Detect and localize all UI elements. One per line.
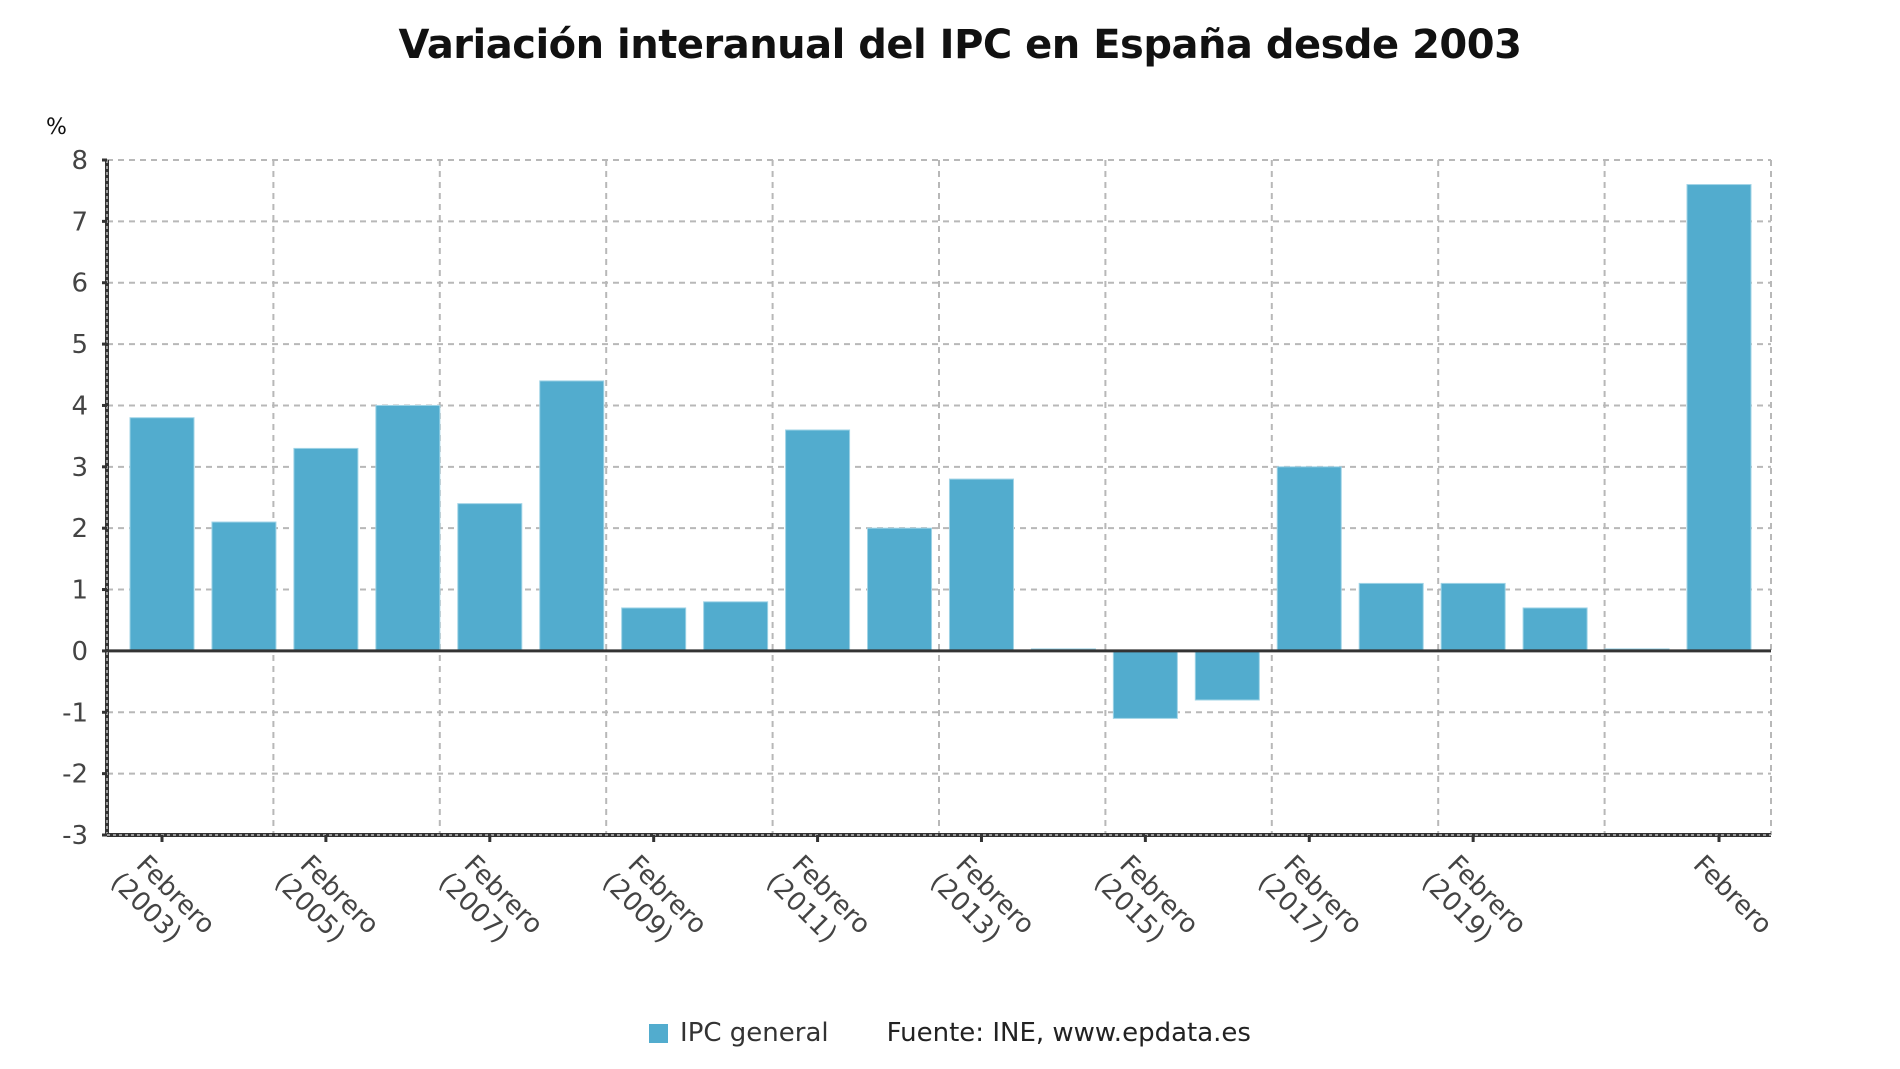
x-tick-label: Febrero(2019) — [1416, 850, 1532, 949]
x-tick-label: Febrero(2003) — [105, 850, 221, 949]
bar[interactable]: Febrero (2007): 2.4 — [457, 503, 523, 652]
legend-label: IPC general — [680, 1018, 829, 1048]
x-tick-label: Febrero(2005) — [268, 850, 384, 949]
bar[interactable]: Febrero (2012): 2 — [867, 527, 933, 652]
bar[interactable]: Febrero (2011): 3.6 — [785, 429, 851, 652]
x-tick-label: Febrero(2009) — [596, 850, 712, 949]
legend-swatch — [649, 1023, 669, 1043]
y-tick-label: 4 — [71, 391, 88, 421]
axes — [102, 158, 1771, 842]
bar[interactable]: Febrero (2003): 3.8 — [129, 417, 195, 652]
legend: IPC general Fuente: INE, www.epdata.es — [0, 1018, 1900, 1048]
x-tick-label: Febrero(2013) — [924, 850, 1040, 949]
bar[interactable]: Febrero (2004): 2.1 — [211, 521, 277, 652]
bar[interactable]: Febrero (2016): -0.8 — [1194, 650, 1260, 701]
x-tick-label: Febrero(2015) — [1088, 850, 1204, 949]
y-tick-label: -3 — [62, 821, 88, 851]
y-tick-label: 3 — [71, 453, 88, 483]
bar[interactable]: Febrero (2005): 3.3 — [293, 447, 359, 652]
x-tick-label: Febrero — [1687, 850, 1778, 941]
bar[interactable]: Febrero (2013): 2.8 — [948, 478, 1014, 652]
bar[interactable]: Febrero (2010): 0.8 — [703, 601, 769, 652]
y-tick-label: -2 — [62, 760, 88, 790]
y-tick-label: 5 — [71, 330, 88, 360]
x-tick-label-month: Febrero — [1687, 850, 1778, 941]
x-tick-label: Febrero(2007) — [432, 850, 548, 949]
x-tick-label: Febrero(2011) — [760, 850, 876, 949]
y-tick-label: 8 — [71, 146, 88, 176]
x-tick-labels: Febrero(2003) Febrero(2005) Febrero(2007) F… — [105, 850, 1778, 949]
bar[interactable]: Febrero (2020): 0.7 — [1522, 607, 1588, 652]
bar[interactable]: Febrero (2009): 0.7 — [621, 607, 687, 652]
y-tick-label: -1 — [62, 698, 88, 728]
legend-item-ipc-general[interactable]: IPC general — [649, 1018, 829, 1048]
chart-title: Variación interanual del IPC en España d… — [398, 22, 1522, 68]
y-tick-label: 1 — [71, 576, 88, 606]
y-axis-unit-label: % — [46, 115, 67, 140]
bar[interactable]: Febrero (2015): -1.1 — [1112, 650, 1178, 719]
y-tick-label: 0 — [71, 637, 88, 667]
bar[interactable]: Febrero (2008): 4.4 — [539, 380, 605, 652]
y-tick-labels: -3 -2 -1 0 1 2 3 4 5 6 7 8 — [62, 146, 88, 851]
bar[interactable]: Febrero (2018): 1.1 — [1358, 582, 1424, 652]
bar[interactable]: Febrero (2019): 1.1 — [1440, 582, 1506, 652]
y-tick-label: 7 — [71, 207, 88, 237]
x-tick-label: Febrero(2017) — [1252, 850, 1368, 949]
source-credit: Fuente: INE, www.epdata.es — [886, 1018, 1251, 1048]
y-tick-label: 6 — [71, 269, 88, 299]
bar[interactable]: Febrero (2022): 7.6 — [1686, 184, 1752, 652]
bar[interactable]: Febrero (2006): 4 — [375, 404, 441, 652]
y-tick-label: 2 — [71, 514, 88, 544]
bar[interactable]: Febrero (2017): 3 — [1276, 466, 1342, 652]
